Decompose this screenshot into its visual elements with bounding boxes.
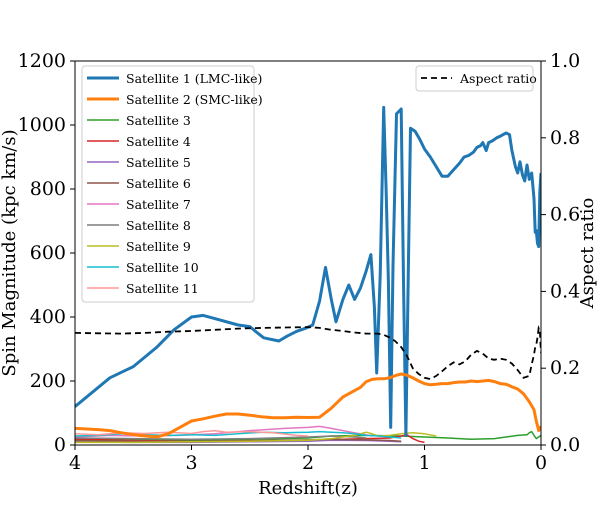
y-right-tick-label: 0.4	[550, 280, 580, 302]
x-tick-label: 2	[302, 452, 314, 474]
legend-label-satellite-3: Satellite 3	[126, 113, 191, 128]
legend-label-satellite-10: Satellite 10	[126, 260, 199, 275]
legend-label-satellite-5: Satellite 5	[126, 155, 191, 170]
series-line-satellite-2-smc-like	[75, 372, 541, 439]
legend-label-satellite-2-smc-like: Satellite 2 (SMC-like)	[126, 92, 263, 107]
x-axis-label: Redshift(z)	[258, 478, 358, 499]
y-right-tick-label: 0.0	[550, 434, 580, 456]
legend-label-satellite-6: Satellite 6	[126, 176, 191, 191]
legend-layer: Satellite 1 (LMC-like) Satellite 2 (SMC-l…	[81, 65, 537, 303]
y-right-tick-label: 0.6	[550, 204, 580, 226]
y-tick-label: 0	[54, 434, 66, 456]
x-tick-label: 3	[185, 452, 197, 474]
x-tick-label: 1	[418, 452, 430, 474]
series-line-aspect-ratio	[75, 325, 541, 380]
series-line-satellite-1-lmc-like	[75, 105, 541, 437]
y-tick-label: 800	[30, 178, 66, 200]
legend-label-satellite-1-lmc-like: Satellite 1 (LMC-like)	[126, 71, 262, 86]
legend-label-satellite-9: Satellite 9	[126, 239, 191, 254]
legend-label-aspect-ratio: Aspect ratio	[459, 71, 537, 86]
y-tick-label: 1000	[18, 114, 66, 136]
legend-label-satellite-7: Satellite 7	[126, 197, 191, 212]
y-right-tick-label: 0.2	[550, 357, 580, 379]
y-right-tick-label: 0.8	[550, 127, 580, 149]
y-tick-label: 1200	[18, 50, 66, 72]
y-right-tick-label: 1.0	[550, 50, 580, 72]
legend-label-satellite-8: Satellite 8	[126, 218, 191, 233]
y-tick-label: 600	[30, 242, 66, 264]
legend-box-right	[415, 65, 534, 92]
legend-label-satellite-4: Satellite 4	[126, 134, 191, 149]
series-line-satellite-9	[75, 431, 437, 444]
series-layer	[75, 105, 541, 444]
axes-layer: 4 3 2 1 0 0 200 400 600 800 1000 1200 0.0 0.2 0.4 0.6 0.…	[0, 50, 598, 499]
series-line-satellite-8	[75, 435, 367, 440]
x-tick-label: 4	[69, 452, 81, 474]
y-right-axis-label: Aspect ratio	[577, 198, 598, 310]
y-tick-label: 400	[30, 306, 66, 328]
y-tick-label: 200	[30, 370, 66, 392]
legend-box	[81, 65, 255, 303]
y-axis-label: Spin Magnitude (kpc km/s)	[0, 129, 20, 376]
x-tick-label: 0	[535, 452, 547, 474]
legend-label-satellite-11: Satellite 11	[126, 281, 199, 296]
